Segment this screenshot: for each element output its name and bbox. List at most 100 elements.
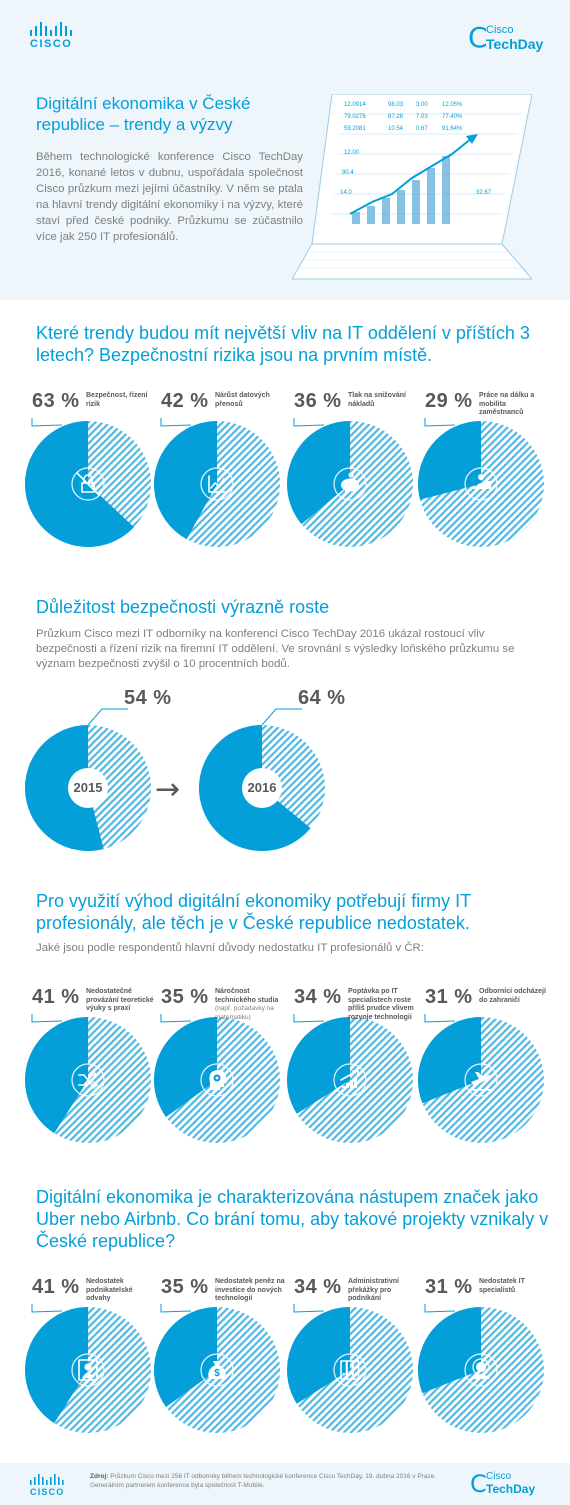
pie-label-text: Administrativní překážky pro podnikání xyxy=(348,1278,399,1302)
pie-percentage: 35 % xyxy=(161,986,209,1008)
pie-chart-year xyxy=(25,708,151,851)
pie-slice xyxy=(153,1307,217,1408)
specialist-icon xyxy=(464,1353,498,1387)
arrow-right-icon: → xyxy=(155,772,181,807)
pie-label-text: Tlak na snižování nákladů xyxy=(348,392,406,408)
screen-number: 98.03 xyxy=(388,102,404,108)
pie-chart: $ xyxy=(153,1304,280,1433)
pie-percentage: 29 % xyxy=(425,390,473,412)
screen-number: 87.28 xyxy=(388,114,404,120)
pie-percentage: 64 % xyxy=(298,687,346,709)
pie-label-text: Nedostatečné provázání teoretické výuky … xyxy=(86,988,154,1012)
pie-label-text: Práce na dálku a mobilita zaměstnanců xyxy=(479,392,535,416)
pie-label: Bezpečnost, řízení rizik xyxy=(86,392,156,409)
pie-label: Odborníci odcházejí do zahraničí xyxy=(479,988,549,1005)
pie-label: Nedostatečné provázání teoretické výuky … xyxy=(86,988,156,1014)
pie-chart xyxy=(287,1014,413,1143)
pie-chart xyxy=(25,418,151,547)
piggy-bank-icon xyxy=(333,467,367,501)
pie-chart-year xyxy=(199,708,325,852)
techday-logo-top: Cisco xyxy=(486,24,514,36)
section2-text: Průzkum Cisco mezi IT odborníky na konfe… xyxy=(36,628,515,670)
pie-year-label: 2016 xyxy=(247,780,277,795)
screen-number: 79.0276 xyxy=(344,114,366,120)
screen-number: 12.05% xyxy=(442,102,463,108)
screen-number: 0.67 xyxy=(416,126,428,132)
pie-chart xyxy=(287,418,413,547)
pie-percentage: 34 % xyxy=(294,986,342,1008)
pie-percentage: 41 % xyxy=(32,1276,80,1298)
footer-techday-bottom: TechDay xyxy=(486,1482,536,1496)
section3-subtitle: Jaké jsou podle respondentů hlavní důvod… xyxy=(36,942,424,954)
pie-leader-line xyxy=(424,1014,456,1023)
pie-label: Práce na dálku a mobilita zaměstnanců xyxy=(479,392,549,418)
pie-percentage: 41 % xyxy=(32,986,80,1008)
pie-percentage: 54 % xyxy=(124,687,172,709)
pie-label-subtext: (např. požadavky na matematiku) xyxy=(215,1005,274,1021)
pie-center xyxy=(242,768,282,808)
laptop-screen-numbers: 12.0914 98.03 3.00 12.05% 79.0276 87.28 … xyxy=(340,102,492,196)
pie-label-text: Odborníci odcházejí do zahraničí xyxy=(479,988,546,1004)
screen-number: 12.00 xyxy=(344,150,360,156)
head-gear-icon xyxy=(200,1063,234,1097)
pie-leader-line xyxy=(293,418,325,427)
pie-slice xyxy=(25,725,104,851)
laptop-illustration: 12.0914 98.03 3.00 12.05% 79.0276 87.28 … xyxy=(292,94,532,280)
pie-percentage: 36 % xyxy=(294,390,342,412)
section4-title: Digitální ekonomika je charakterizována … xyxy=(36,1187,549,1251)
pie-label-text: Nárůst datových přenosů xyxy=(215,392,270,408)
techday-logo-bottom: TechDay xyxy=(486,36,544,52)
pie-slice xyxy=(153,421,217,540)
pie-chart xyxy=(418,418,544,547)
section2-title: Důležitost bezpečnosti výrazně roste xyxy=(36,597,330,617)
pie-percentage: 34 % xyxy=(294,1276,342,1298)
cisco-logo-text: CISCO xyxy=(30,38,73,50)
pie-slice xyxy=(25,1307,88,1424)
pie-leader-line xyxy=(424,1304,456,1313)
pie-slice xyxy=(287,421,350,525)
pie-chart xyxy=(153,418,280,547)
pie-leader-line xyxy=(293,1304,325,1313)
pie-percentage: 31 % xyxy=(425,986,473,1008)
footer-source-label: Zdroj: xyxy=(90,1473,109,1480)
footer-cisco-logo-text: CISCO xyxy=(30,1487,65,1497)
intro-text: Během technologické konference Cisco Tec… xyxy=(36,151,303,243)
pie-label: Náročnost technického studia (např. požad… xyxy=(215,988,285,1022)
screen-number: 91.64% xyxy=(442,126,463,132)
screen-number: 77.40% xyxy=(442,114,463,120)
pie-year-label: 2015 xyxy=(73,780,103,795)
pie-chart xyxy=(25,1014,151,1143)
pie-label: Tlak na snižování nákladů xyxy=(348,392,418,409)
pie-label-text: Náročnost technického studia xyxy=(215,988,279,1004)
pie-label: Poptávka po IT specialistech roste příli… xyxy=(348,988,418,1022)
pie-percentage: 63 % xyxy=(32,390,80,412)
pie-leader-line xyxy=(31,418,63,427)
footer-source-text: Průzkum Cisco mezi 256 IT odborníky běhe… xyxy=(90,1473,437,1489)
chart-icon xyxy=(200,467,234,501)
intro-title: Digitální ekonomika v České republice – … xyxy=(36,94,251,134)
pie-leader-line xyxy=(160,1014,192,1023)
pie-label: Nedostatek podnikatelské odvahy xyxy=(86,1278,156,1304)
pie-label: Nedostatek IT specialistů xyxy=(479,1278,549,1295)
section3-title: Pro využití výhod digitální ekonomiky po… xyxy=(36,891,471,933)
pie-slice xyxy=(153,1017,217,1118)
pie-label: Nedostatek peněz na investice do nových … xyxy=(215,1278,285,1304)
pie-percentage: 42 % xyxy=(161,390,209,412)
pie-label-text: Poptávka po IT specialistech roste příli… xyxy=(348,988,414,1021)
pie-leader-line xyxy=(160,418,192,427)
footer-techday-logo-icon: C xyxy=(470,1470,487,1498)
screen-number: 90.4 xyxy=(342,170,354,176)
screen-number: 14.0 xyxy=(340,190,352,196)
pie-leader-line xyxy=(293,1014,325,1023)
pie-label-text: Nedostatek IT specialistů xyxy=(479,1278,525,1294)
pie-leader-line xyxy=(31,1014,63,1023)
pie-label: Administrativní překážky pro podnikání xyxy=(348,1278,418,1304)
growth-icon xyxy=(333,1063,367,1097)
pie-chart xyxy=(153,1014,280,1143)
pie-slice xyxy=(287,1307,350,1404)
pie-label-text: Nedostatek peněz na investice do nových … xyxy=(215,1278,285,1302)
pie-slice xyxy=(287,1017,350,1114)
pie-percentage: 35 % xyxy=(161,1276,209,1298)
techday-logo-icon: C xyxy=(468,21,488,54)
binders-icon xyxy=(333,1353,367,1387)
